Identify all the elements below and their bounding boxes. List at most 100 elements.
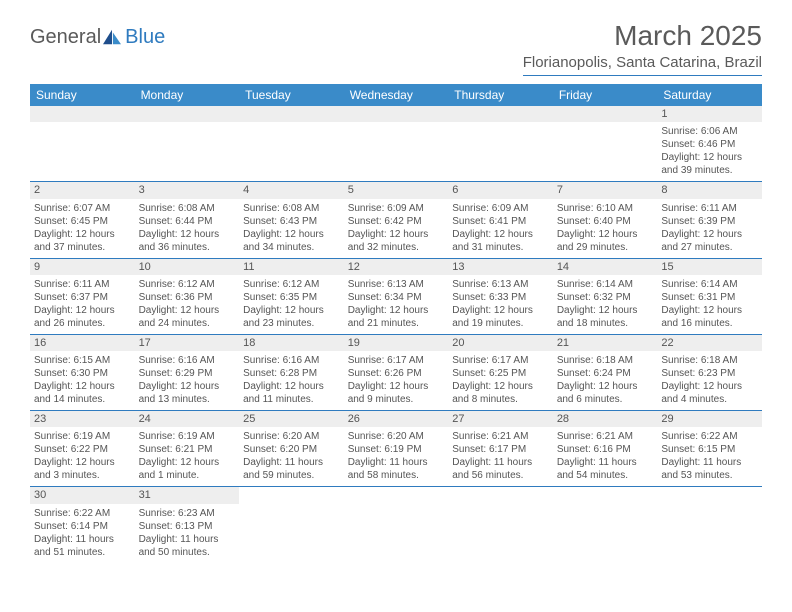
day-number: 6 <box>448 182 553 198</box>
day-number: 3 <box>135 182 240 198</box>
day-info: Sunrise: 6:21 AMSunset: 6:16 PMDaylight:… <box>553 428 658 486</box>
sunrise-text: Sunrise: 6:21 AM <box>557 430 654 443</box>
title-block: March 2025 Florianopolis, Santa Catarina… <box>523 20 762 76</box>
sunrise-text: Sunrise: 6:23 AM <box>139 507 236 520</box>
calendar-week-row: 2Sunrise: 6:07 AMSunset: 6:45 PMDaylight… <box>30 182 762 258</box>
day-number: 16 <box>30 335 135 351</box>
sunset-text: Sunset: 6:24 PM <box>557 367 654 380</box>
day-number: 8 <box>657 182 762 198</box>
logo-text-blue: Blue <box>125 26 165 49</box>
day-header: Thursday <box>448 84 553 106</box>
day-info: Sunrise: 6:19 AMSunset: 6:21 PMDaylight:… <box>135 428 240 486</box>
sunrise-text: Sunrise: 6:14 AM <box>661 278 758 291</box>
day-header: Monday <box>135 84 240 106</box>
calendar-cell: 16Sunrise: 6:15 AMSunset: 6:30 PMDayligh… <box>30 334 135 410</box>
day-info: Sunrise: 6:17 AMSunset: 6:26 PMDaylight:… <box>344 352 449 410</box>
day-number: 9 <box>30 259 135 275</box>
sunset-text: Sunset: 6:44 PM <box>139 215 236 228</box>
sunrise-text: Sunrise: 6:09 AM <box>348 202 445 215</box>
calendar-table: Sunday Monday Tuesday Wednesday Thursday… <box>30 84 762 563</box>
day-header: Tuesday <box>239 84 344 106</box>
day-number: 11 <box>239 259 344 275</box>
calendar-cell: 26Sunrise: 6:20 AMSunset: 6:19 PMDayligh… <box>344 411 449 487</box>
calendar-week-row: 30Sunrise: 6:22 AMSunset: 6:14 PMDayligh… <box>30 487 762 563</box>
day-number: 24 <box>135 411 240 427</box>
day-info: Sunrise: 6:09 AMSunset: 6:42 PMDaylight:… <box>344 200 449 258</box>
daylight-text: Daylight: 11 hours and 54 minutes. <box>557 456 654 482</box>
sunset-text: Sunset: 6:45 PM <box>34 215 131 228</box>
daylight-text: Daylight: 12 hours and 29 minutes. <box>557 228 654 254</box>
calendar-cell: 9Sunrise: 6:11 AMSunset: 6:37 PMDaylight… <box>30 258 135 334</box>
daylight-text: Daylight: 12 hours and 1 minute. <box>139 456 236 482</box>
location-text: Florianopolis, Santa Catarina, Brazil <box>523 54 762 76</box>
sunset-text: Sunset: 6:28 PM <box>243 367 340 380</box>
day-info: Sunrise: 6:12 AMSunset: 6:35 PMDaylight:… <box>239 276 344 334</box>
day-info: Sunrise: 6:20 AMSunset: 6:19 PMDaylight:… <box>344 428 449 486</box>
empty-day <box>135 106 240 122</box>
daylight-text: Daylight: 12 hours and 14 minutes. <box>34 380 131 406</box>
daylight-text: Daylight: 12 hours and 32 minutes. <box>348 228 445 254</box>
calendar-cell: 21Sunrise: 6:18 AMSunset: 6:24 PMDayligh… <box>553 334 658 410</box>
day-info: Sunrise: 6:12 AMSunset: 6:36 PMDaylight:… <box>135 276 240 334</box>
calendar-cell <box>657 487 762 563</box>
daylight-text: Daylight: 12 hours and 23 minutes. <box>243 304 340 330</box>
calendar-cell: 27Sunrise: 6:21 AMSunset: 6:17 PMDayligh… <box>448 411 553 487</box>
day-info: Sunrise: 6:11 AMSunset: 6:39 PMDaylight:… <box>657 200 762 258</box>
sunrise-text: Sunrise: 6:22 AM <box>34 507 131 520</box>
calendar-cell: 15Sunrise: 6:14 AMSunset: 6:31 PMDayligh… <box>657 258 762 334</box>
sunset-text: Sunset: 6:30 PM <box>34 367 131 380</box>
sunset-text: Sunset: 6:35 PM <box>243 291 340 304</box>
sunrise-text: Sunrise: 6:07 AM <box>34 202 131 215</box>
calendar-cell: 20Sunrise: 6:17 AMSunset: 6:25 PMDayligh… <box>448 334 553 410</box>
sunset-text: Sunset: 6:14 PM <box>34 520 131 533</box>
day-header: Friday <box>553 84 658 106</box>
day-info: Sunrise: 6:22 AMSunset: 6:15 PMDaylight:… <box>657 428 762 486</box>
day-number: 30 <box>30 487 135 503</box>
daylight-text: Daylight: 12 hours and 39 minutes. <box>661 151 758 177</box>
calendar-cell: 8 Sunrise: 6:11 AMSunset: 6:39 PMDaylight… <box>657 182 762 258</box>
daylight-text: Daylight: 12 hours and 34 minutes. <box>243 228 340 254</box>
sunset-text: Sunset: 6:34 PM <box>348 291 445 304</box>
sunrise-text: Sunrise: 6:16 AM <box>243 354 340 367</box>
day-info: Sunrise: 6:14 AMSunset: 6:32 PMDaylight:… <box>553 276 658 334</box>
day-info: Sunrise: 6:08 AMSunset: 6:44 PMDaylight:… <box>135 200 240 258</box>
daylight-text: Daylight: 11 hours and 50 minutes. <box>139 533 236 559</box>
calendar-cell: 3 Sunrise: 6:08 AMSunset: 6:44 PMDaylight… <box>135 182 240 258</box>
empty-day <box>448 106 553 122</box>
sunset-text: Sunset: 6:17 PM <box>452 443 549 456</box>
sunset-text: Sunset: 6:39 PM <box>661 215 758 228</box>
daylight-text: Daylight: 12 hours and 36 minutes. <box>139 228 236 254</box>
day-info: Sunrise: 6:21 AMSunset: 6:17 PMDaylight:… <box>448 428 553 486</box>
sunrise-text: Sunrise: 6:13 AM <box>348 278 445 291</box>
daylight-text: Daylight: 12 hours and 3 minutes. <box>34 456 131 482</box>
calendar-cell: 1Sunrise: 6:06 AMSunset: 6:46 PMDaylight… <box>657 106 762 182</box>
sunrise-text: Sunrise: 6:22 AM <box>661 430 758 443</box>
calendar-cell: 17Sunrise: 6:16 AMSunset: 6:29 PMDayligh… <box>135 334 240 410</box>
calendar-cell <box>553 487 658 563</box>
day-info: Sunrise: 6:10 AMSunset: 6:40 PMDaylight:… <box>553 200 658 258</box>
day-number: 4 <box>239 182 344 198</box>
daylight-text: Daylight: 12 hours and 18 minutes. <box>557 304 654 330</box>
sunset-text: Sunset: 6:40 PM <box>557 215 654 228</box>
daylight-text: Daylight: 12 hours and 13 minutes. <box>139 380 236 406</box>
logo-sail-icon <box>101 28 123 46</box>
day-info: Sunrise: 6:22 AMSunset: 6:14 PMDaylight:… <box>30 505 135 563</box>
empty-day <box>553 106 658 122</box>
sunset-text: Sunset: 6:26 PM <box>348 367 445 380</box>
day-header: Wednesday <box>344 84 449 106</box>
calendar-cell <box>448 106 553 182</box>
day-number: 12 <box>344 259 449 275</box>
sunset-text: Sunset: 6:19 PM <box>348 443 445 456</box>
sunset-text: Sunset: 6:13 PM <box>139 520 236 533</box>
day-number: 23 <box>30 411 135 427</box>
calendar-cell: 24Sunrise: 6:19 AMSunset: 6:21 PMDayligh… <box>135 411 240 487</box>
sunset-text: Sunset: 6:15 PM <box>661 443 758 456</box>
sunrise-text: Sunrise: 6:20 AM <box>348 430 445 443</box>
calendar-cell: 7 Sunrise: 6:10 AMSunset: 6:40 PMDaylight… <box>553 182 658 258</box>
sunset-text: Sunset: 6:25 PM <box>452 367 549 380</box>
day-number: 7 <box>553 182 658 198</box>
calendar-cell: 30 Sunrise: 6:22 AMSunset: 6:14 PMDayligh… <box>30 487 135 563</box>
day-info: Sunrise: 6:15 AMSunset: 6:30 PMDaylight:… <box>30 352 135 410</box>
day-header: Saturday <box>657 84 762 106</box>
daylight-text: Daylight: 12 hours and 26 minutes. <box>34 304 131 330</box>
